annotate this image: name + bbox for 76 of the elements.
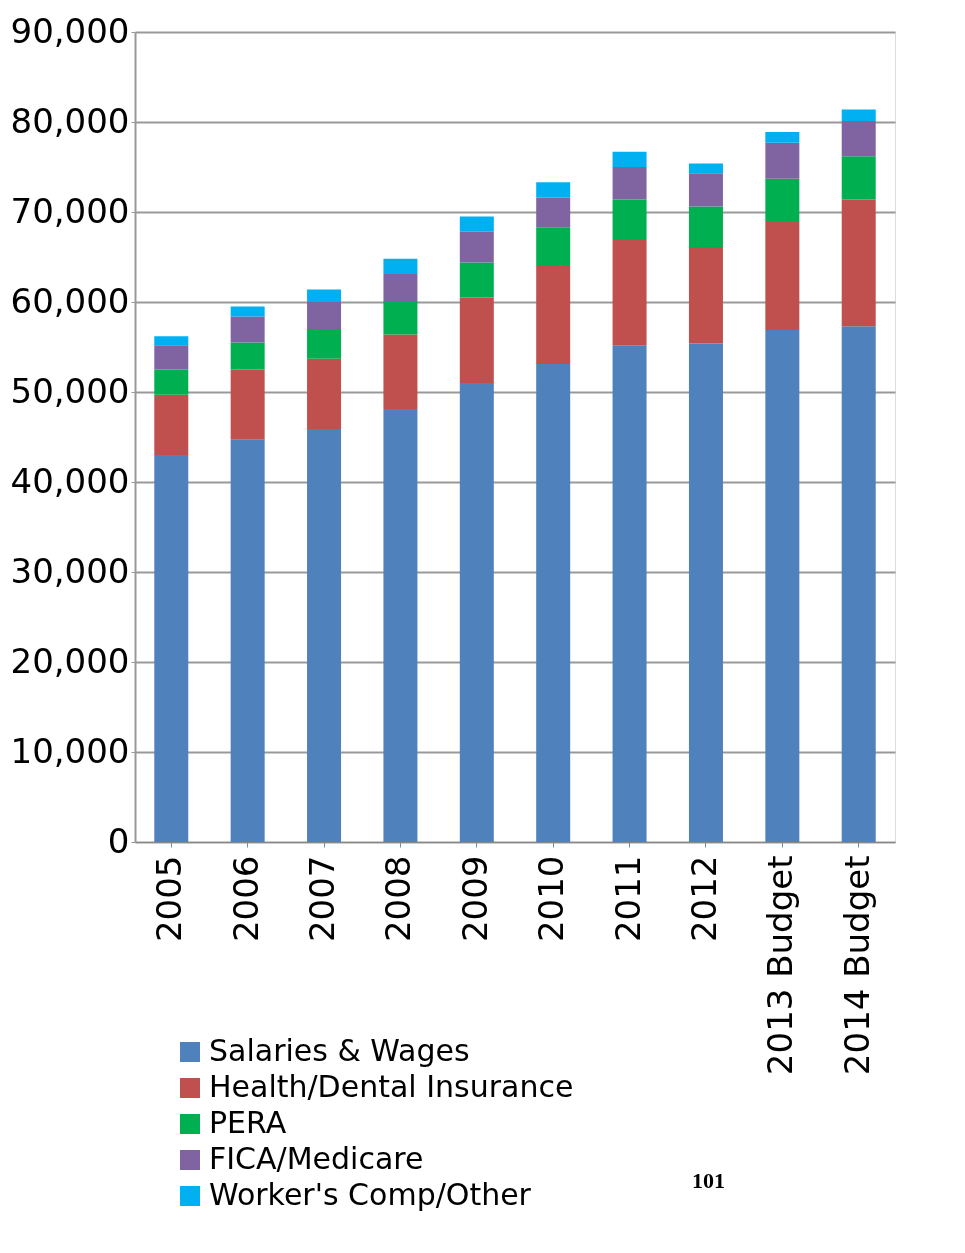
bar (230, 369, 265, 440)
bar (688, 163, 723, 174)
bar (612, 167, 647, 200)
bar (688, 173, 723, 207)
bar (230, 316, 265, 343)
bar (307, 428, 342, 842)
x-tick-label: 2010 (531, 855, 572, 943)
bar (383, 409, 418, 842)
x-tick-label: 2005 (149, 855, 190, 943)
bar (536, 197, 571, 228)
bar (230, 342, 265, 370)
bar (459, 383, 494, 842)
bar (765, 221, 800, 330)
bar (154, 336, 189, 346)
text: 101 (692, 1168, 725, 1193)
bar (536, 227, 571, 266)
y-tick-label: 20,000 (10, 640, 130, 681)
bar (383, 301, 418, 335)
legend-label: Health/Dental Insurance (209, 1069, 574, 1104)
bar (154, 345, 189, 370)
x-tick-label: 2012 (683, 855, 724, 943)
bar (459, 297, 494, 383)
y-tick-label: 10,000 (10, 730, 130, 771)
bar (307, 289, 342, 302)
x-tick-label: 2011 (607, 855, 648, 943)
y-tick-label: 50,000 (10, 370, 130, 411)
y-tick-label: 60,000 (10, 280, 130, 321)
legend-label: FICA/Medicare (209, 1141, 424, 1176)
x-tick-label: 2008 (378, 855, 419, 943)
bar (459, 216, 494, 232)
x-tick-label: 2007 (302, 855, 343, 943)
x-tick-label: 2006 (225, 855, 266, 943)
bar (154, 369, 189, 395)
bar (688, 343, 723, 842)
bar (841, 326, 876, 842)
bar (307, 302, 342, 329)
y-tick-label: 0 (107, 820, 130, 861)
legend-label: Worker's Comp/Other (209, 1177, 532, 1212)
y-tick-label: 40,000 (10, 460, 130, 501)
bar (307, 358, 342, 429)
bar (765, 178, 800, 221)
bar (765, 142, 800, 179)
bar (536, 364, 571, 842)
bar (307, 329, 342, 359)
bar (383, 258, 418, 275)
bar (536, 182, 571, 198)
bar (841, 109, 876, 122)
bar (612, 151, 647, 167)
y-tick-label: 30,000 (10, 550, 130, 591)
x-tick-label: 2014 Budget (836, 855, 877, 1076)
bar (612, 239, 647, 346)
x-tick-label: 2013 Budget (760, 855, 801, 1076)
bar (612, 345, 647, 842)
bar (459, 262, 494, 298)
bar (841, 156, 876, 200)
bar (841, 121, 876, 157)
bar (154, 455, 189, 842)
bar (230, 306, 265, 317)
bar (154, 394, 189, 455)
legend-label: PERA (209, 1105, 287, 1140)
bar (459, 231, 494, 263)
bar (765, 329, 800, 842)
bar (841, 199, 876, 327)
bar (765, 131, 800, 143)
y-tick-label: 70,000 (10, 190, 130, 231)
y-tick-label: 90,000 (10, 10, 130, 51)
bar (230, 439, 265, 842)
bar (688, 247, 723, 344)
x-tick-label: 2009 (454, 855, 495, 943)
bar (383, 334, 418, 410)
y-tick-label: 80,000 (10, 100, 130, 141)
legend-label: Salaries & Wages (209, 1033, 470, 1068)
bar (612, 199, 647, 240)
bar (688, 206, 723, 248)
bar (536, 266, 571, 365)
bar (383, 274, 418, 302)
